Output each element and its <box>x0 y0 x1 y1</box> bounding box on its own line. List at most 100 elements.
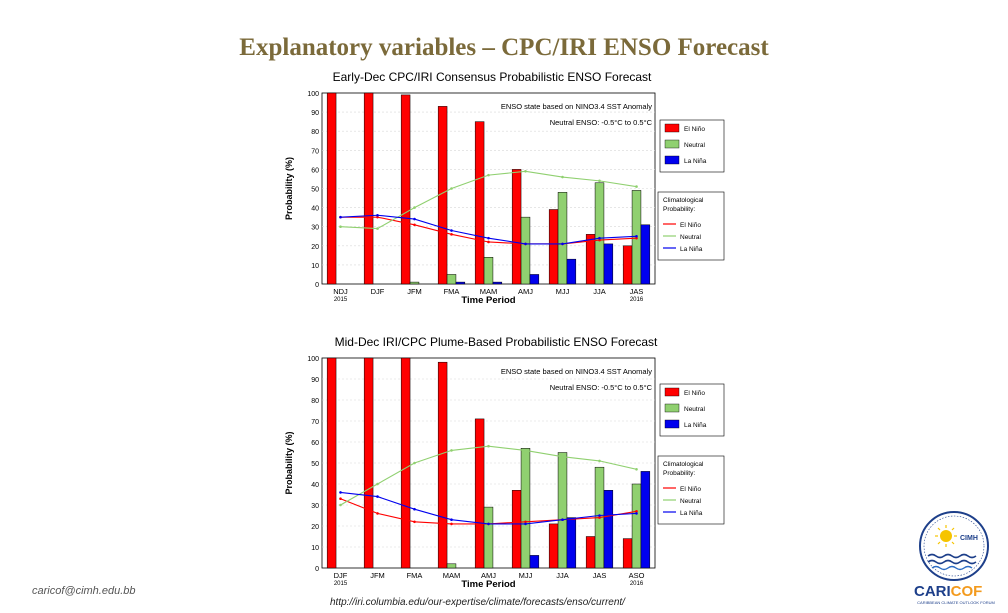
enso-forecast-chart-mid-dec: Mid-Dec IRI/CPC Plume-Based Probabilisti… <box>284 335 725 590</box>
bar-lania-fma <box>455 281 466 285</box>
y-tick-label: 30 <box>311 503 319 510</box>
climatology-point <box>450 449 453 452</box>
climatology-point <box>635 234 638 238</box>
x-year-label: 2015 <box>334 297 348 303</box>
climatology-point <box>376 482 379 486</box>
bar-neutral-aso <box>631 483 642 569</box>
x-tick-label: MAM <box>480 287 498 296</box>
x-tick-label: JJA <box>593 287 606 296</box>
y-tick-label: 70 <box>311 419 319 426</box>
x-year-label: 2016 <box>630 581 644 587</box>
bar-elnio-djf <box>326 357 337 569</box>
climatology-point <box>635 510 638 513</box>
chart-title: Mid-Dec IRI/CPC Plume-Based Probabilisti… <box>335 335 658 349</box>
bar-neutral-amj <box>520 216 531 285</box>
x-tick-label: MAM <box>443 571 461 580</box>
y-tick-label: 0 <box>315 282 319 289</box>
bar-elnio-mjj <box>511 490 522 569</box>
y-axis-label: Probability (%) <box>284 157 294 220</box>
climatology-point <box>635 468 638 471</box>
climatology-point <box>450 229 453 232</box>
enso-forecast-chart-early-dec: Early-Dec CPC/IRI Consensus Probabilisti… <box>284 70 725 306</box>
legend-label: Neutral <box>680 498 702 505</box>
climatology-point <box>561 518 564 521</box>
climatology-point <box>339 225 342 228</box>
y-tick-label: 90 <box>311 377 319 384</box>
bar-elnio-jfm <box>400 94 411 285</box>
legend-label: El Niño <box>680 222 701 229</box>
bar-neutral-mam <box>483 257 494 285</box>
footer-url[interactable]: http://iri.columbia.edu/our-expertise/cl… <box>330 597 625 608</box>
svg-text:CIMH: CIMH <box>960 535 978 542</box>
climatology-point <box>413 520 416 524</box>
bar-elnio-jfm <box>363 357 374 569</box>
annotation-enso-state: ENSO state based on NINO3.4 SST Anomaly <box>501 367 652 376</box>
bar-elnio-mam <box>474 121 485 285</box>
climatology-point <box>376 213 379 217</box>
climatology-point <box>376 227 379 230</box>
annotation-neutral-range: Neutral ENSO: -0.5°C to 0.5°C <box>550 383 653 392</box>
x-tick-label: JFM <box>407 287 422 296</box>
climatology-point <box>339 215 342 219</box>
bar-neutral-jfm <box>409 281 420 285</box>
bar-lania-jja <box>603 243 614 285</box>
y-tick-label: 30 <box>311 225 319 232</box>
legend-label: La Niña <box>684 158 707 165</box>
legend-swatch <box>664 387 680 397</box>
bar-neutral-jja <box>557 452 568 569</box>
x-tick-label: NDJ <box>333 287 348 296</box>
climatology-point <box>450 187 453 190</box>
legend-swatch <box>664 403 680 413</box>
bar-elnio-mam <box>437 361 448 569</box>
y-tick-label: 100 <box>307 91 319 98</box>
climatology-point <box>413 461 416 465</box>
x-tick-label: DJF <box>334 571 348 580</box>
climatology-point <box>413 223 416 227</box>
legend-box-climatology <box>657 191 725 261</box>
climatology-point <box>450 518 453 521</box>
climatology-point <box>524 449 527 452</box>
x-tick-label: DJF <box>371 287 385 296</box>
bar-elnio-fma <box>400 357 411 569</box>
bar-lania-mam <box>492 281 503 285</box>
climatology-point <box>598 236 601 240</box>
svg-text:CARICOF: CARICOF <box>914 583 982 600</box>
bar-elnio-jas <box>622 245 633 285</box>
x-tick-label: MJJ <box>519 571 533 580</box>
caricof-logo: CIMH CARICOF CARIBBEAN CLIMATE OUTLOOK F… <box>908 508 1004 608</box>
legend-label: Neutral <box>684 406 706 413</box>
y-tick-label: 80 <box>311 129 319 136</box>
y-tick-label: 80 <box>311 398 319 405</box>
y-tick-label: 90 <box>311 110 319 117</box>
climatology-point <box>561 455 564 458</box>
legend-swatch <box>664 139 680 149</box>
climatology-point <box>598 238 601 242</box>
legend-climatology-title: Climatological Probability: <box>663 461 704 477</box>
x-tick-label: FMA <box>407 571 423 580</box>
climatology-point <box>561 242 564 246</box>
climatology-point <box>635 512 638 515</box>
x-axis-label: Time Period <box>461 295 515 306</box>
y-tick-label: 20 <box>311 244 319 251</box>
bar-elnio-mjj <box>548 209 559 285</box>
bar-neutral-amj <box>483 506 494 569</box>
x-tick-label: AMJ <box>481 571 496 580</box>
climatology-point <box>524 522 527 526</box>
climatology-point <box>487 444 490 448</box>
climatology-point <box>561 175 564 179</box>
bar-neutral-jja <box>594 182 605 285</box>
climatology-point <box>376 495 379 498</box>
legend-label: Neutral <box>684 142 706 149</box>
climatology-point <box>376 215 379 219</box>
x-tick-label: JAS <box>593 571 607 580</box>
y-tick-label: 50 <box>311 187 319 194</box>
bar-elnio-amj <box>474 418 485 569</box>
annotation-neutral-range: Neutral ENSO: -0.5°C to 0.5°C <box>550 118 653 127</box>
slide-title: Explanatory variables – CPC/IRI ENSO For… <box>239 34 769 61</box>
climatology-point <box>487 173 490 177</box>
climatology-point <box>339 503 342 507</box>
x-axis-label: Time Period <box>461 579 515 590</box>
climatology-point <box>450 233 453 236</box>
y-tick-label: 20 <box>311 524 319 531</box>
y-tick-label: 50 <box>311 461 319 468</box>
